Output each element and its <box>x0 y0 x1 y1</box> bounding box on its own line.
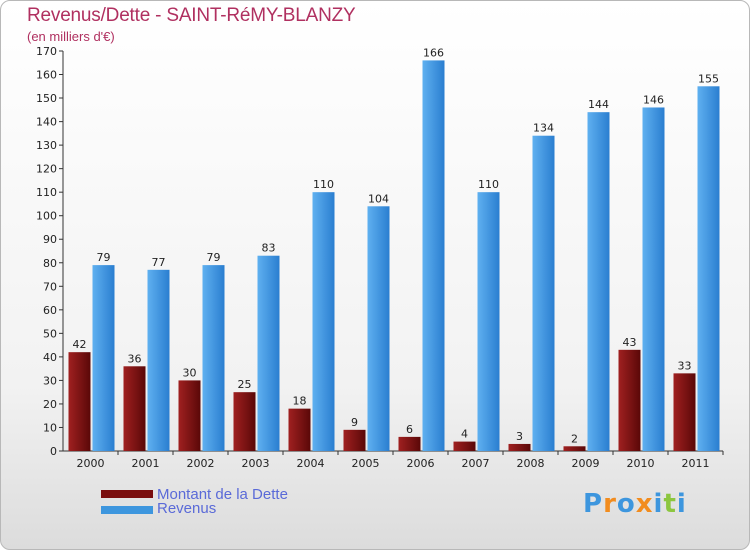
data-label-revenus: 110 <box>478 178 499 191</box>
x-tick-label: 2007 <box>462 457 490 470</box>
bar-revenus <box>422 60 445 451</box>
y-tick-label: 100 <box>36 210 57 223</box>
data-label-revenus: 83 <box>262 242 276 255</box>
logo-letter: x <box>635 489 654 519</box>
bar-dette <box>508 443 531 451</box>
bar-revenus <box>202 265 225 451</box>
logo-letter: t <box>663 489 677 519</box>
y-tick-label: 130 <box>36 139 57 152</box>
y-tick-label: 40 <box>43 351 57 364</box>
logo-letter: r <box>603 489 617 519</box>
bar-dette <box>233 392 256 451</box>
y-tick-label: 70 <box>43 280 57 293</box>
legend-swatch-revenus <box>101 506 153 514</box>
data-label-dette: 43 <box>623 336 637 349</box>
data-label-revenus: 146 <box>643 93 664 106</box>
bar-dette <box>178 380 201 451</box>
data-label-dette: 30 <box>183 366 197 379</box>
logo-letter: i <box>653 489 664 519</box>
bar-dette <box>68 352 91 451</box>
legend-swatch-dette <box>101 490 153 498</box>
data-label-revenus: 166 <box>423 46 444 59</box>
logo-letter: o <box>616 489 636 519</box>
x-tick-label: 2005 <box>352 457 380 470</box>
x-tick-label: 2000 <box>77 457 105 470</box>
bar-revenus <box>147 269 170 451</box>
bar-revenus <box>642 107 665 452</box>
bar-dette <box>398 436 421 451</box>
chart-subtitle: (en milliers d'€) <box>27 29 115 44</box>
data-label-revenus: 134 <box>533 122 554 135</box>
bar-revenus <box>257 255 280 451</box>
data-label-revenus: 77 <box>152 256 166 269</box>
data-label-revenus: 144 <box>588 98 609 111</box>
bar-revenus <box>312 192 335 452</box>
y-tick-label: 30 <box>43 374 57 387</box>
bar-dette <box>343 429 366 451</box>
data-label-revenus: 79 <box>97 251 111 264</box>
x-tick-label: 2011 <box>682 457 710 470</box>
logo-letter: P <box>583 489 604 519</box>
data-label-dette: 36 <box>128 352 142 365</box>
data-label-revenus: 110 <box>313 178 334 191</box>
x-tick-label: 2004 <box>297 457 325 470</box>
bar-revenus <box>587 112 610 452</box>
proxiti-logo: Proxiti <box>583 489 687 519</box>
data-label-dette: 3 <box>516 430 523 443</box>
y-tick-label: 150 <box>36 92 57 105</box>
y-tick-label: 50 <box>43 327 57 340</box>
data-label-revenus: 104 <box>368 192 389 205</box>
y-tick-label: 120 <box>36 163 57 176</box>
bar-revenus <box>532 135 555 452</box>
chart-title: Revenus/Dette - SAINT-RéMY-BLANZY <box>27 5 356 26</box>
bar-revenus <box>367 206 390 451</box>
bar-dette <box>288 408 311 451</box>
logo-letter: i <box>676 489 687 519</box>
bar-revenus <box>92 265 115 451</box>
data-label-dette: 9 <box>351 416 358 429</box>
data-label-dette: 6 <box>406 423 413 436</box>
legend-label-revenus: Revenus <box>157 500 217 517</box>
y-tick-label: 140 <box>36 116 57 129</box>
y-tick-label: 10 <box>43 421 57 434</box>
y-tick-label: 0 <box>50 445 57 458</box>
bar-dette <box>453 441 476 451</box>
y-tick-label: 20 <box>43 398 57 411</box>
bar-revenus <box>697 86 720 451</box>
bar-revenus <box>477 192 500 452</box>
data-label-dette: 33 <box>678 359 692 372</box>
x-tick-label: 2008 <box>517 457 545 470</box>
data-label-dette: 25 <box>238 378 252 391</box>
data-label-dette: 42 <box>73 338 87 351</box>
x-tick-label: 2002 <box>187 457 215 470</box>
bar-dette <box>673 373 696 451</box>
x-tick-label: 2010 <box>627 457 655 470</box>
y-tick-label: 90 <box>43 233 57 246</box>
x-tick-label: 2006 <box>407 457 435 470</box>
data-label-dette: 4 <box>461 428 468 441</box>
bar-dette <box>123 366 146 451</box>
y-tick-label: 80 <box>43 257 57 270</box>
y-tick-label: 170 <box>36 45 57 58</box>
y-tick-label: 160 <box>36 69 57 82</box>
y-tick-label: 60 <box>43 304 57 317</box>
x-tick-label: 2001 <box>132 457 160 470</box>
data-label-dette: 18 <box>293 395 307 408</box>
y-tick-label: 110 <box>36 186 57 199</box>
x-tick-label: 2009 <box>572 457 600 470</box>
data-label-dette: 2 <box>571 432 578 445</box>
data-label-revenus: 155 <box>698 72 719 85</box>
data-label-revenus: 79 <box>207 251 221 264</box>
x-tick-label: 2003 <box>242 457 270 470</box>
legend-label-dette: Montant de la Dette <box>157 486 288 503</box>
bar-dette <box>618 349 641 451</box>
bar-dette <box>563 446 586 451</box>
